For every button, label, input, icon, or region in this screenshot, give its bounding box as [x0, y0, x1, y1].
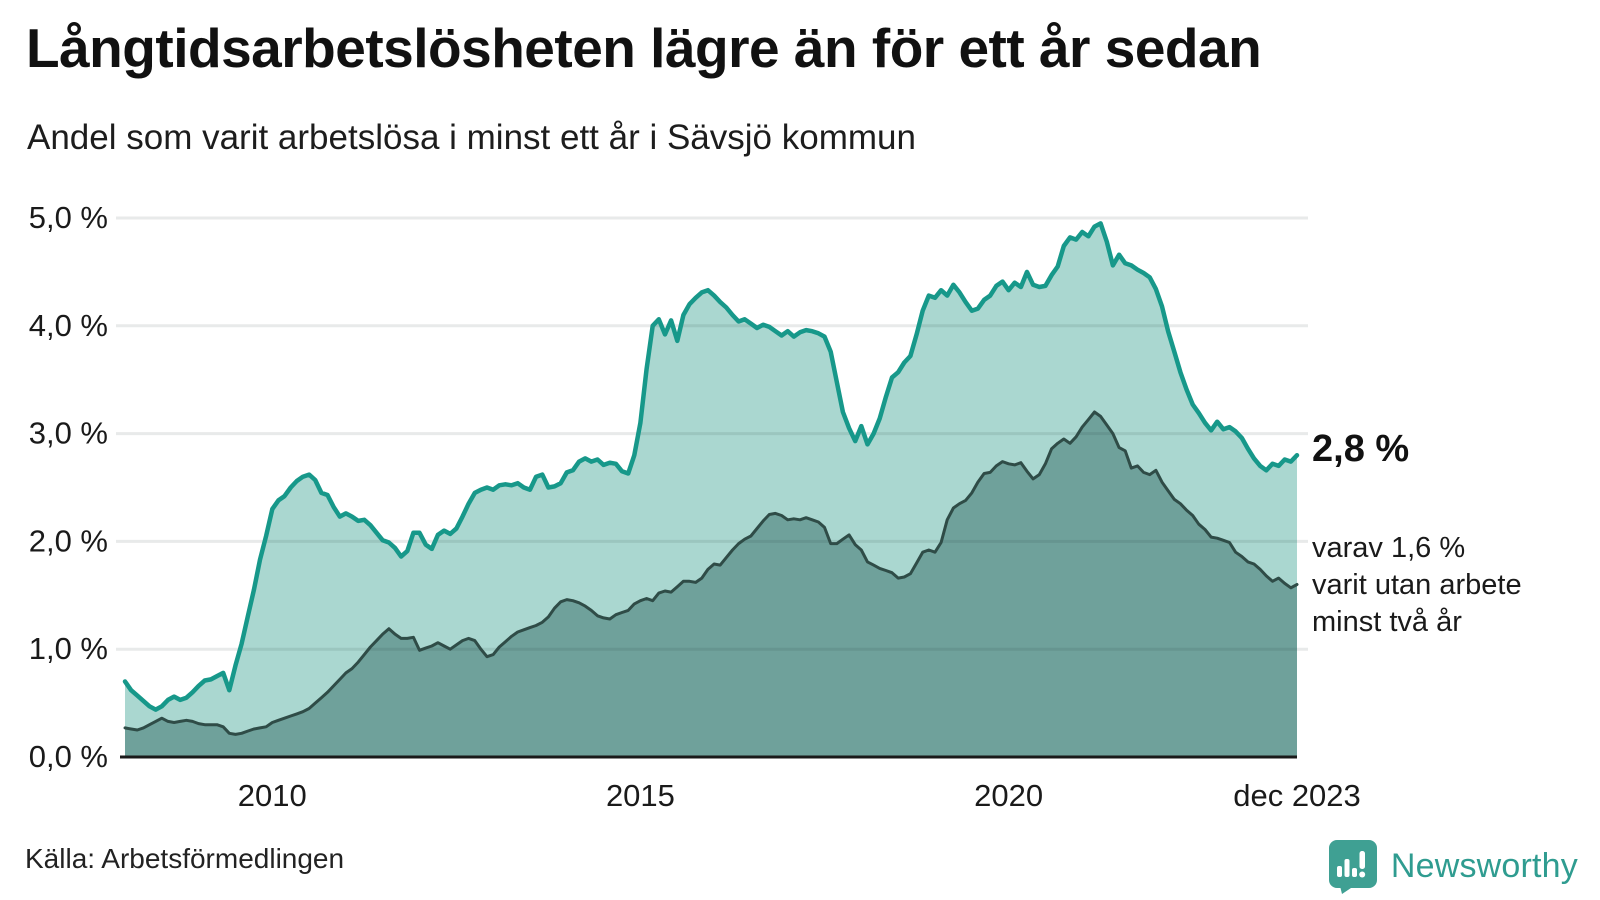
y-axis-tick-label: 4,0 %: [29, 308, 108, 343]
x-axis-tick-label: dec 2023: [1233, 778, 1361, 813]
y-axis-tick-label: 0,0 %: [29, 739, 108, 774]
newsworthy-icon: [1328, 840, 1377, 894]
x-axis-tick-label: 2020: [974, 778, 1043, 813]
brand-name: Newsworthy: [1390, 846, 1578, 885]
x-axis-tick-label: 2015: [606, 778, 675, 813]
last-value-annotation: 2,8 %: [1312, 428, 1410, 470]
secondary-annotation-line: varit utan arbete: [1312, 569, 1522, 601]
chart-subtitle: Andel som varit arbetslösa i minst ett å…: [27, 118, 916, 157]
secondary-annotation: varav 1,6 % varit utan arbete minst två …: [1312, 530, 1522, 641]
brand-logo: Newsworthy: [1327, 838, 1578, 894]
y-axis-tick-label: 5,0 %: [29, 200, 108, 235]
x-axis-tick-label: 2010: [238, 778, 307, 813]
source-caption: Källa: Arbetsförmedlingen: [25, 843, 345, 874]
y-axis-tick-label: 1,0 %: [29, 631, 108, 666]
series-area-minst-tva-ar: [125, 412, 1297, 757]
page-title: Långtidsarbetslösheten lägre än för ett …: [26, 17, 1262, 79]
y-axis-tick-label: 3,0 %: [29, 416, 108, 451]
series-line-minst-tva-ar: [123, 410, 1299, 736]
series-line-minst-ett-ar: [122, 221, 1300, 712]
y-axis-tick-label: 2,0 %: [29, 523, 108, 558]
secondary-annotation-line: minst två år: [1312, 606, 1462, 638]
secondary-annotation-line: varav 1,6 %: [1312, 532, 1466, 564]
